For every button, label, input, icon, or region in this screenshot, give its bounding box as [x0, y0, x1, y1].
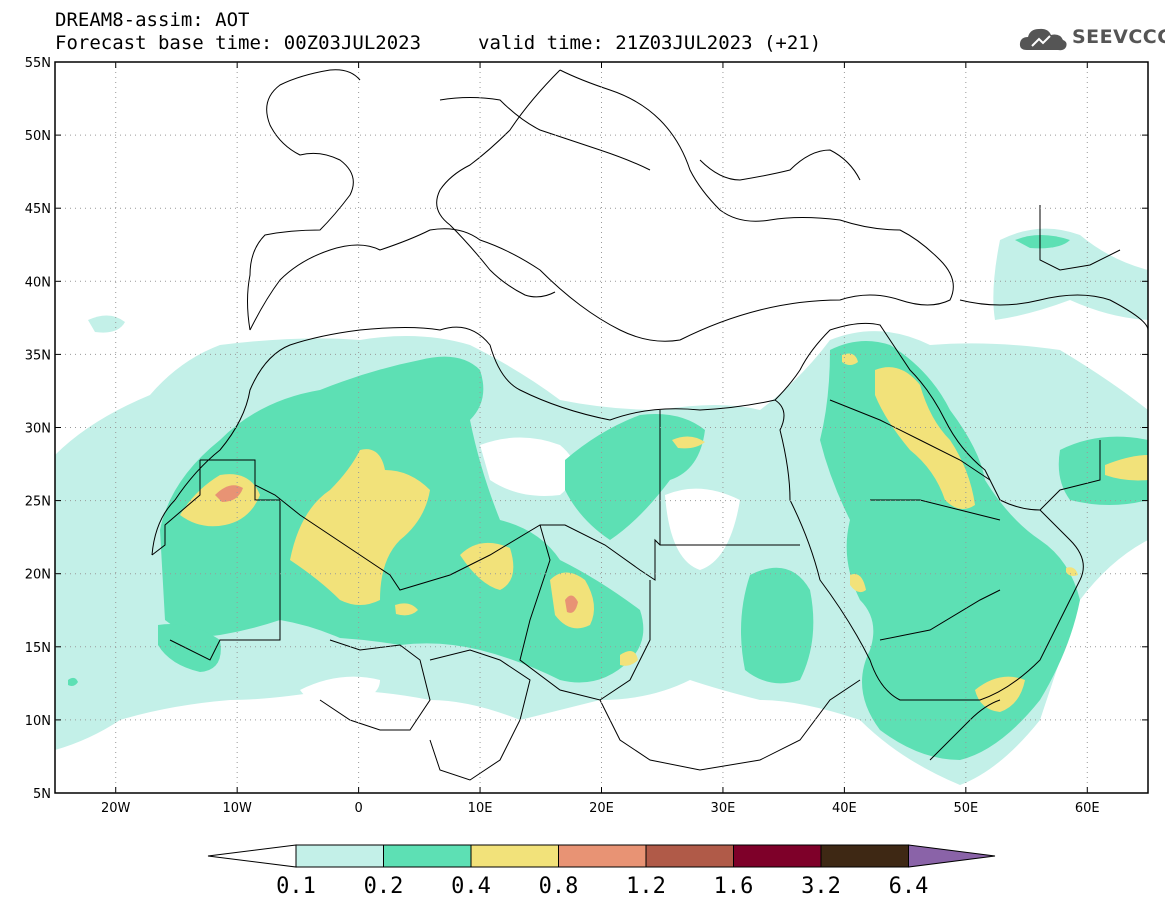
lat-tick-label: 10N — [25, 714, 51, 729]
colorbar-segment — [558, 844, 647, 868]
colorbar-label: 0.1 — [276, 874, 316, 899]
colorbar-label: 0.4 — [451, 874, 491, 899]
forecast-base-time: Forecast base time: 00Z03JUL2023 — [55, 32, 422, 54]
lon-tick-label: 10W — [222, 801, 252, 816]
colorbar-segment — [820, 844, 909, 868]
colorbar-lower-arrow — [207, 844, 297, 868]
lat-tick-label: 15N — [25, 641, 51, 656]
lon-tick-label: 20E — [589, 801, 614, 816]
lon-tick-label: 50E — [953, 801, 978, 816]
map-title: DREAM8-assim: AOT — [55, 9, 250, 31]
lon-tick-label: 30E — [711, 801, 736, 816]
colorbar-label: 0.8 — [539, 874, 579, 899]
lat-tick-label: 25N — [25, 495, 51, 510]
boundaries — [151, 69, 1148, 781]
lat-tick-label: 30N — [25, 422, 51, 437]
lat-tick-label: 50N — [25, 129, 51, 144]
seevccc-logo: SEEVCCC — [1017, 24, 1165, 56]
colorbar-label: 1.6 — [714, 874, 754, 899]
lon-tick-label: 20W — [101, 801, 131, 816]
lon-tick-label: 10E — [468, 801, 493, 816]
colorbar-label: 6.4 — [889, 874, 929, 899]
colorbar-upper-arrow — [908, 844, 996, 868]
colorbar-segment — [645, 844, 734, 868]
aot-level-0.8 — [215, 485, 578, 613]
graticule — [55, 62, 1148, 793]
lat-tick-label: 5N — [33, 787, 51, 802]
colorbar-segment — [733, 844, 822, 868]
aot-field — [55, 228, 1148, 785]
lat-tick-label: 35N — [25, 348, 51, 363]
logo-text: SEEVCCC — [1072, 26, 1165, 48]
colorbar-label: 1.2 — [626, 874, 666, 899]
valid-time: valid time: 21Z03JUL2023 (+21) — [478, 32, 822, 54]
lon-tick-label: 60E — [1075, 801, 1100, 816]
colorbar-label: 3.2 — [801, 874, 841, 899]
colorbar-segment — [470, 844, 559, 868]
colorbar: 0.1 0.2 0.4 0.8 1.2 1.6 3.2 6.4 — [207, 844, 996, 899]
lat-tick-label: 55N — [25, 56, 51, 71]
lat-tick-label: 20N — [25, 568, 51, 583]
lat-tick-label: 45N — [25, 202, 51, 217]
lat-tick-label: 40N — [25, 275, 51, 290]
lon-tick-label: 0 — [354, 801, 362, 816]
lon-tick-label: 40E — [832, 801, 857, 816]
cloud-icon — [1019, 28, 1067, 51]
colorbar-label: 0.2 — [364, 874, 404, 899]
colorbar-segment — [295, 844, 384, 868]
longitude-axis: 20W 10W 0 10E 20E 30E 40E 50E 60E — [101, 62, 1100, 816]
latitude-axis: 55N 50N 45N 40N 35N 30N 25N 20N 15N 10N 5N — [25, 56, 1148, 802]
colorbar-segment — [383, 844, 472, 868]
